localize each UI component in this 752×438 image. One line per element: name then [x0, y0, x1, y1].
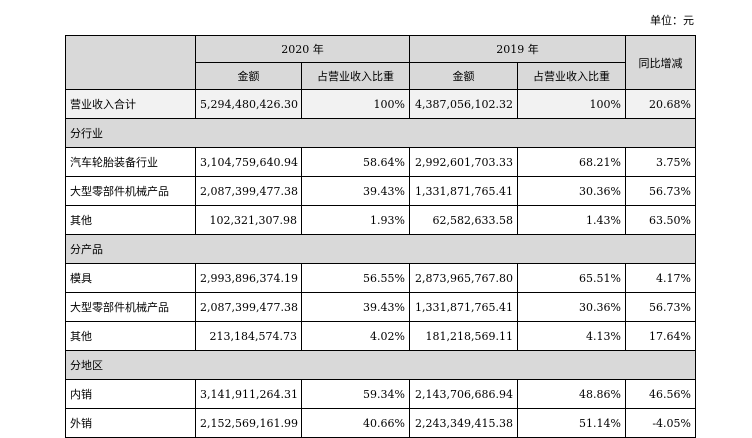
header-row-metrics: 金额 占营业收入比重 金额 占营业收入比重	[66, 62, 696, 90]
amount-2019-cell: 2,873,965,767.80	[409, 263, 518, 293]
header-yoy: 同比增减	[625, 35, 696, 90]
share-2020-cell: 40.66%	[301, 408, 410, 438]
row-label: 大型零部件机械产品	[65, 176, 196, 206]
table-row: 内销 3,141,911,264.31 59.34% 2,143,706,686.94…	[65, 379, 696, 409]
yoy-cell: 56.73%	[625, 176, 696, 206]
header-share-2019: 占营业收入比重	[517, 62, 626, 90]
section-label: 分地区	[65, 350, 696, 380]
table-row: 其他 213,184,574.73 4.02% 181,218,569.11 4.13%…	[65, 321, 696, 351]
amount-2020-cell: 2,087,399,477.38	[195, 292, 302, 322]
amount-2020-cell: 2,993,896,374.19	[195, 263, 302, 293]
yoy-cell: 56.73%	[625, 292, 696, 322]
amount-2019-cell: 4,387,056,102.32	[409, 89, 518, 119]
table-row: 大型零部件机械产品 2,087,399,477.38 39.43% 1,331,871…	[65, 176, 696, 206]
share-2019-cell: 65.51%	[517, 263, 626, 293]
header-amount-2019: 金额	[409, 62, 518, 90]
amount-2020-cell: 3,104,759,640.94	[195, 147, 302, 177]
revenue-table: 2020 年 2019 年 同比增减 金额 占营业收入比重 金额 占营业收入比重…	[65, 35, 696, 438]
yoy-cell: 63.50%	[625, 205, 696, 235]
row-label: 其他	[65, 205, 196, 235]
header-amount-2020: 金额	[195, 62, 302, 90]
section-row: 分行业	[65, 118, 696, 148]
yoy-cell: 4.17%	[625, 263, 696, 293]
share-2019-cell: 1.43%	[517, 205, 626, 235]
section-label: 分行业	[65, 118, 696, 148]
amount-2020-cell: 2,152,569,161.99	[195, 408, 302, 438]
amount-2019-cell: 2,992,601,703.33	[409, 147, 518, 177]
yoy-cell: 46.56%	[625, 379, 696, 409]
share-2019-cell: 30.36%	[517, 176, 626, 206]
header-year-2019: 2019 年	[409, 35, 626, 63]
table-row: 模具 2,993,896,374.19 56.55% 2,873,965,767.80…	[65, 263, 696, 293]
table-row: 营业收入合计 5,294,480,426.30 100% 4,387,056,102.…	[65, 89, 696, 119]
share-2019-cell: 51.14%	[517, 408, 626, 438]
header-year-2020: 2020 年	[195, 35, 410, 63]
share-2020-cell: 1.93%	[301, 205, 410, 235]
row-label: 营业收入合计	[65, 89, 196, 119]
row-label: 模具	[65, 263, 196, 293]
yoy-cell: 17.64%	[625, 321, 696, 351]
table-body: 营业收入合计 5,294,480,426.30 100% 4,387,056,102.…	[65, 89, 696, 438]
row-label: 内销	[65, 379, 196, 409]
share-2019-cell: 4.13%	[517, 321, 626, 351]
row-label: 外销	[65, 408, 196, 438]
share-2020-cell: 56.55%	[301, 263, 410, 293]
amount-2019-cell: 181,218,569.11	[409, 321, 518, 351]
amount-2019-cell: 1,331,871,765.41	[409, 292, 518, 322]
amount-2020-cell: 5,294,480,426.30	[195, 89, 302, 119]
share-2019-cell: 48.86%	[517, 379, 626, 409]
share-2020-cell: 4.02%	[301, 321, 410, 351]
table-row: 汽车轮胎装备行业 3,104,759,640.94 58.64% 2,992,601,…	[65, 147, 696, 177]
table-row: 外销 2,152,569,161.99 40.66% 2,243,349,415.38…	[65, 408, 696, 438]
table-row: 其他 102,321,307.98 1.93% 62,582,633.58 1.43% 6…	[65, 205, 696, 235]
amount-2019-cell: 62,582,633.58	[409, 205, 518, 235]
share-2020-cell: 58.64%	[301, 147, 410, 177]
share-2020-cell: 39.43%	[301, 292, 410, 322]
header-row-years: 2020 年 2019 年 同比增减	[65, 35, 696, 90]
amount-2020-cell: 102,321,307.98	[195, 205, 302, 235]
share-2019-cell: 68.21%	[517, 147, 626, 177]
yoy-cell: 3.75%	[625, 147, 696, 177]
amount-2020-cell: 213,184,574.73	[195, 321, 302, 351]
amount-2020-cell: 3,141,911,264.31	[195, 379, 302, 409]
row-label: 其他	[65, 321, 196, 351]
section-label: 分产品	[65, 234, 696, 264]
amount-2019-cell: 1,331,871,765.41	[409, 176, 518, 206]
amount-2019-cell: 2,143,706,686.94	[409, 379, 518, 409]
share-2020-cell: 59.34%	[301, 379, 410, 409]
share-2019-cell: 100%	[517, 89, 626, 119]
share-2020-cell: 100%	[301, 89, 410, 119]
share-2019-cell: 30.36%	[517, 292, 626, 322]
yoy-cell: 20.68%	[625, 89, 696, 119]
row-label: 汽车轮胎装备行业	[65, 147, 196, 177]
row-label: 大型零部件机械产品	[65, 292, 196, 322]
header-share-2020: 占营业收入比重	[301, 62, 410, 90]
section-row: 分产品	[65, 234, 696, 264]
amount-2020-cell: 2,087,399,477.38	[195, 176, 302, 206]
amount-2019-cell: 2,243,349,415.38	[409, 408, 518, 438]
share-2020-cell: 39.43%	[301, 176, 410, 206]
section-row: 分地区	[65, 350, 696, 380]
yoy-cell: -4.05%	[625, 408, 696, 438]
table-row: 大型零部件机械产品 2,087,399,477.38 39.43% 1,331,871…	[65, 292, 696, 322]
header-blank-cell	[65, 35, 196, 90]
unit-label: 单位：元	[650, 14, 694, 27]
